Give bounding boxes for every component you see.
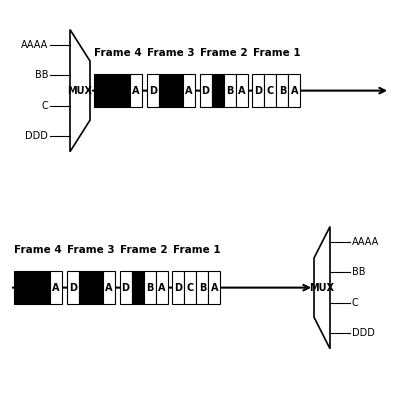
- Text: C: C: [187, 282, 194, 293]
- Bar: [276, 74, 288, 108]
- Text: D: D: [254, 85, 262, 96]
- Text: Frame 2: Frame 2: [200, 48, 248, 58]
- Text: DDD: DDD: [25, 132, 48, 141]
- Text: B: B: [146, 282, 153, 293]
- Text: D: D: [149, 85, 157, 96]
- Bar: [208, 271, 220, 304]
- Text: Frame 2: Frame 2: [120, 245, 168, 255]
- Text: B: B: [279, 85, 286, 96]
- Text: B: B: [199, 282, 206, 293]
- Text: A: A: [291, 85, 298, 96]
- Text: MUX: MUX: [310, 282, 334, 293]
- Bar: [118, 74, 130, 108]
- Bar: [236, 74, 248, 108]
- Bar: [183, 74, 195, 108]
- Text: MUX: MUX: [68, 85, 92, 96]
- Text: A: A: [211, 282, 218, 293]
- Bar: [94, 74, 106, 108]
- Text: AAAA: AAAA: [352, 237, 379, 247]
- Text: Frame 4: Frame 4: [94, 48, 142, 58]
- Bar: [172, 271, 184, 304]
- Text: A: A: [105, 282, 112, 293]
- Text: D: D: [69, 282, 77, 293]
- Bar: [120, 271, 132, 304]
- Text: C: C: [41, 101, 48, 111]
- Bar: [147, 74, 159, 108]
- Text: B: B: [226, 85, 233, 96]
- Bar: [200, 74, 212, 108]
- Text: C: C: [352, 298, 359, 308]
- Bar: [50, 271, 62, 304]
- Bar: [67, 271, 79, 304]
- Text: A: A: [158, 282, 165, 293]
- Bar: [288, 74, 300, 108]
- Bar: [212, 74, 224, 108]
- Text: D: D: [122, 282, 130, 293]
- Bar: [159, 74, 171, 108]
- Bar: [252, 74, 264, 108]
- Bar: [196, 271, 208, 304]
- Bar: [171, 74, 183, 108]
- Bar: [184, 271, 196, 304]
- Bar: [224, 74, 236, 108]
- Bar: [14, 271, 26, 304]
- Bar: [103, 271, 115, 304]
- Text: Frame 1: Frame 1: [172, 245, 220, 255]
- Bar: [130, 74, 142, 108]
- Text: BB: BB: [352, 268, 366, 277]
- Bar: [156, 271, 168, 304]
- Text: Frame 4: Frame 4: [14, 245, 62, 255]
- Text: DDD: DDD: [352, 329, 375, 338]
- Bar: [106, 74, 118, 108]
- Text: AAAA: AAAA: [21, 40, 48, 50]
- Text: D: D: [174, 282, 182, 293]
- Bar: [91, 271, 103, 304]
- Text: Frame 1: Frame 1: [252, 48, 300, 58]
- Text: A: A: [238, 85, 245, 96]
- Bar: [264, 74, 276, 108]
- Text: BB: BB: [34, 71, 48, 80]
- Bar: [26, 271, 38, 304]
- Bar: [144, 271, 156, 304]
- Text: A: A: [185, 85, 192, 96]
- Bar: [132, 271, 144, 304]
- Text: C: C: [267, 85, 274, 96]
- Text: Frame 3: Frame 3: [147, 48, 195, 58]
- Bar: [79, 271, 91, 304]
- Text: D: D: [202, 85, 210, 96]
- Text: A: A: [52, 282, 60, 293]
- Text: Frame 3: Frame 3: [67, 245, 115, 255]
- Bar: [38, 271, 50, 304]
- Text: A: A: [132, 85, 140, 96]
